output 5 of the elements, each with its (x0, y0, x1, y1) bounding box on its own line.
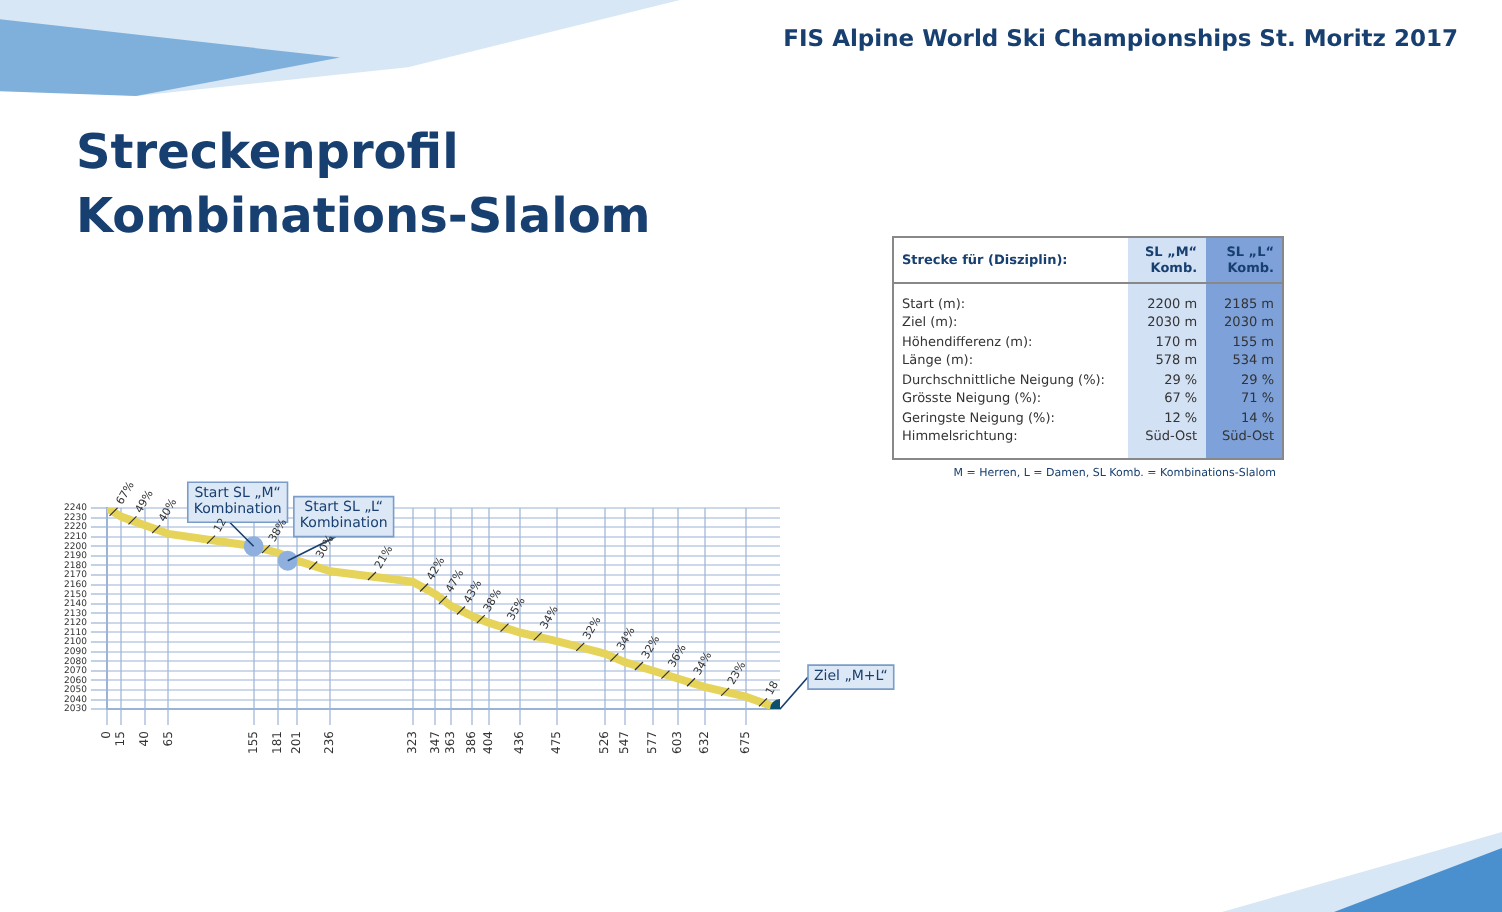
point (277, 550, 298, 571)
text: FIS Alpine World Ski Championships St. Moritz 2017 (783, 24, 1458, 52)
point (243, 536, 264, 557)
chart-title: Streckenprofil (76, 122, 461, 184)
chart-subtitle: Kombinations-Slalom (76, 186, 651, 248)
